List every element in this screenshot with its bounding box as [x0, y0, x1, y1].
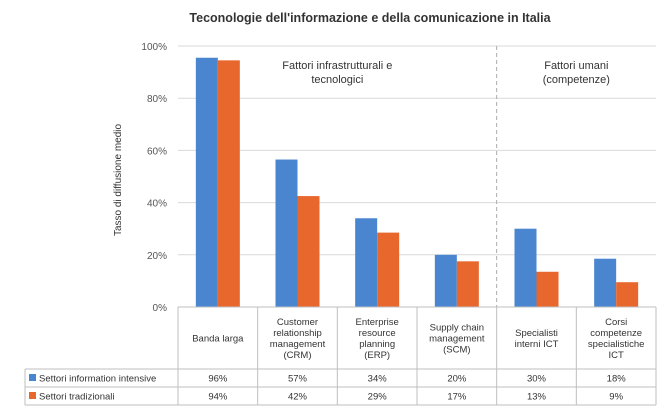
- annotation-text: tecnologici: [311, 74, 363, 86]
- y-tick-label: 100%: [141, 42, 167, 53]
- y-axis-label: Tasso di diffusione medio: [113, 124, 124, 237]
- category-label: Specialisti: [515, 328, 558, 339]
- bars: [195, 57, 639, 308]
- bar: [297, 196, 320, 307]
- annotation-text: Fattori infrastrutturali e: [282, 60, 392, 72]
- legend-label: Settori information intensive: [39, 374, 156, 385]
- annotations: Fattori infrastrutturali e tecnologici Fat…: [282, 46, 610, 307]
- bar: [536, 271, 559, 307]
- data-label: 29%: [368, 392, 388, 403]
- category-label: Customer: [277, 317, 318, 328]
- bar: [275, 159, 298, 307]
- legend-swatch: [29, 392, 36, 399]
- category-label: (SCM): [443, 345, 470, 356]
- legend-label: Settori tradizionali: [39, 392, 115, 403]
- category-label: Corsi: [605, 317, 627, 328]
- y-tick-label: 80%: [147, 94, 167, 105]
- data-label: 30%: [527, 374, 547, 385]
- bar: [377, 232, 400, 307]
- bar: [217, 60, 240, 308]
- category-label: management: [270, 339, 326, 350]
- y-tick-labels: 0% 20% 40% 60% 80% 100%: [141, 42, 167, 314]
- category-label: resource: [359, 328, 396, 339]
- data-label: 96%: [208, 374, 228, 385]
- category-label: competenze: [590, 328, 642, 339]
- legend-swatch: [29, 374, 36, 381]
- bar: [594, 258, 617, 307]
- data-label: 18%: [607, 374, 627, 385]
- y-tick-label: 0%: [153, 303, 168, 314]
- data-label: 42%: [288, 392, 308, 403]
- category-label: Banda larga: [192, 334, 244, 345]
- data-label: 94%: [208, 392, 228, 403]
- bar: [195, 57, 218, 308]
- category-label: relationship: [273, 328, 322, 339]
- category-label: planning: [359, 339, 395, 350]
- data-label: 17%: [447, 392, 467, 403]
- category-label: Supply chain: [430, 323, 484, 334]
- bar: [616, 282, 639, 307]
- data-label: 9%: [609, 392, 623, 403]
- bar: [355, 218, 378, 307]
- data-label: 13%: [527, 392, 547, 403]
- category-label: interni ICT: [515, 339, 559, 350]
- category-label: (ERP): [364, 350, 390, 361]
- data-table: Banda largaCustomerrelationshipmanagemen…: [24, 306, 657, 406]
- category-label: management: [429, 334, 485, 345]
- y-tick-label: 40%: [147, 199, 167, 210]
- y-tick-label: 20%: [147, 251, 167, 262]
- annotation-text: (competenze): [543, 74, 610, 86]
- bar: [514, 228, 537, 307]
- bar: [434, 254, 457, 307]
- data-label: 20%: [447, 374, 467, 385]
- data-label: 34%: [368, 374, 388, 385]
- category-label: specialistiche: [588, 339, 645, 350]
- category-label: Enterprise: [356, 317, 399, 328]
- data-label: 57%: [288, 374, 308, 385]
- annotation-text: Fattori umani: [544, 60, 608, 72]
- y-tick-label: 60%: [147, 146, 167, 157]
- category-label: ICT: [609, 350, 625, 361]
- chart-title: Teconologie dell'informazione e della co…: [189, 11, 551, 25]
- bar: [456, 261, 479, 307]
- category-label: (CRM): [284, 350, 312, 361]
